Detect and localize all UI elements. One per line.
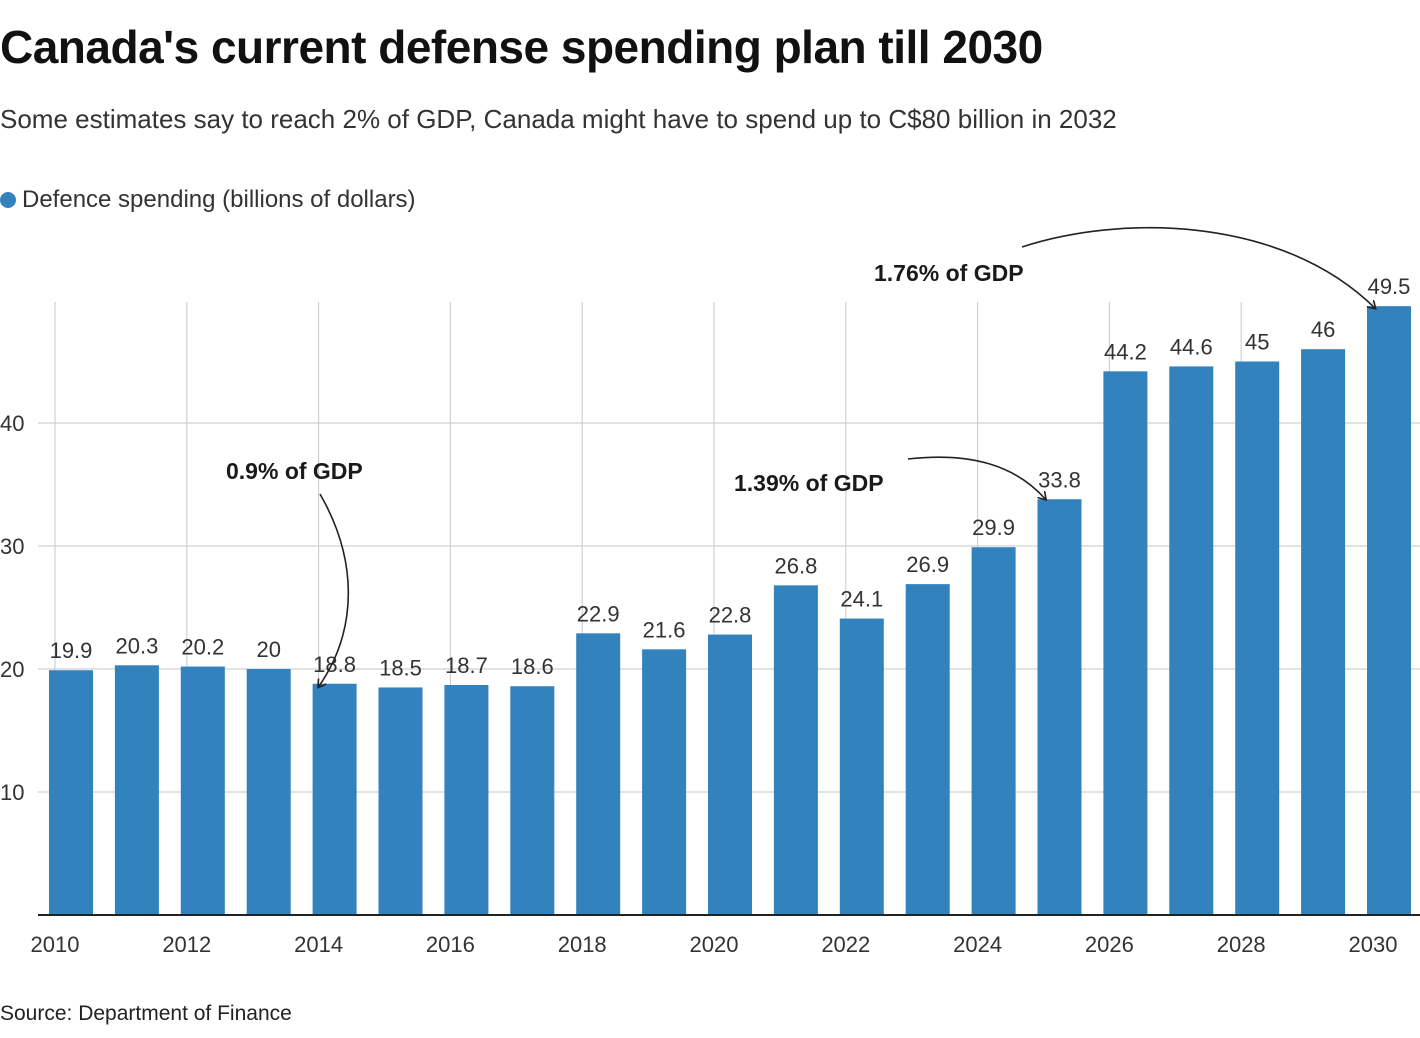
bar-chart: 19.9 20.3 20.2 20 18.8 18.5 18.7 18.6 22.9 21.6 22… [0,226,1420,957]
data-label-2010: 19.9 [50,638,93,663]
bar-2013 [246,669,291,915]
data-label-2026: 44.2 [1104,339,1147,364]
data-label-2018: 22.9 [577,601,620,626]
bar-2025 [1037,499,1082,915]
data-label-2029: 46 [1311,317,1335,342]
bars [49,306,1411,916]
data-label-2023: 26.9 [906,552,949,577]
bar-2014 [312,683,357,915]
source-note: Source: Department of Finance [0,1002,292,1025]
x-tick-label-2016: 2016 [426,932,475,957]
bar-2028 [1235,361,1280,915]
bar-2017 [510,686,555,915]
bar-2030 [1367,306,1411,915]
data-label-2021: 26.8 [774,553,817,578]
data-labels: 19.9 20.3 20.2 20 18.8 18.5 18.7 18.6 22.9 21.6 22… [50,274,1411,680]
x-tick-label-2010: 2010 [31,932,80,957]
x-tick-label-2022: 2022 [821,932,870,957]
bar-2015 [378,687,423,915]
data-label-2020: 22.8 [709,603,752,628]
x-tick-label-2026: 2026 [1085,932,1134,957]
bar-2019 [642,649,687,915]
x-tick-label-2020: 2020 [690,932,739,957]
bar-2018 [576,633,621,915]
x-tick-label-2024: 2024 [953,932,1002,957]
data-label-2011: 20.3 [115,633,158,658]
bar-2024 [971,547,1016,915]
legend-swatch [0,192,16,208]
chart-title: Canada's current defense spending plan t… [0,21,1043,73]
y-tick-label-40: 40 [0,411,24,436]
bar-2026 [1103,371,1148,916]
x-tick-label-2014: 2014 [294,932,343,957]
data-label-2025: 33.8 [1038,467,1081,492]
x-tick-label-2012: 2012 [162,932,211,957]
x-tick-label-2018: 2018 [558,932,607,957]
legend: Defence spending (billions of dollars) [0,186,416,214]
bar-2016 [444,684,489,915]
annotation-label-2014: 0.9% of GDP [226,458,363,484]
data-label-2017: 18.6 [511,654,554,679]
data-label-2027: 44.6 [1170,334,1213,359]
annotation-label-2030: 1.76% of GDP [874,260,1024,286]
x-tick-label-2030: 2030 [1349,932,1398,957]
data-label-2022: 24.1 [840,587,883,612]
data-label-2015: 18.5 [379,655,422,680]
data-label-2024: 29.9 [972,515,1015,540]
data-label-2028: 45 [1245,330,1269,355]
data-label-2013: 20 [256,637,280,662]
annotation-label-2025: 1.39% of GDP [734,470,884,496]
bar-2029 [1301,349,1346,915]
y-tick-label-20: 20 [0,657,24,682]
data-label-2019: 21.6 [643,617,686,642]
bar-2011 [114,665,159,915]
y-tick-label-30: 30 [0,534,24,559]
bar-2020 [708,634,752,915]
annotation-arrow-2030 [1021,226,1375,308]
chart-subtitle: Some estimates say to reach 2% of GDP, C… [0,104,1117,134]
data-label-2014: 18.8 [313,652,356,677]
annotation-arrow-2025 [907,456,1046,499]
bar-2027 [1169,366,1214,915]
data-label-2016: 18.7 [445,653,488,678]
bar-2012 [180,666,225,915]
bar-2023 [905,584,950,915]
bar-2010 [49,670,93,915]
bar-2022 [839,618,884,915]
bar-2021 [773,585,818,915]
legend-label: Defence spending (billions of dollars) [22,186,416,213]
data-label-2012: 20.2 [181,635,224,660]
annotations: 0.9% of GDP 1.39% of GDP 1.76% of GDP [226,226,1375,687]
x-tick-label-2028: 2028 [1217,932,1266,957]
annotation-arrow-2014 [319,493,350,687]
y-tick-label-10: 10 [0,780,24,805]
data-label-2030: 49.5 [1368,274,1411,299]
